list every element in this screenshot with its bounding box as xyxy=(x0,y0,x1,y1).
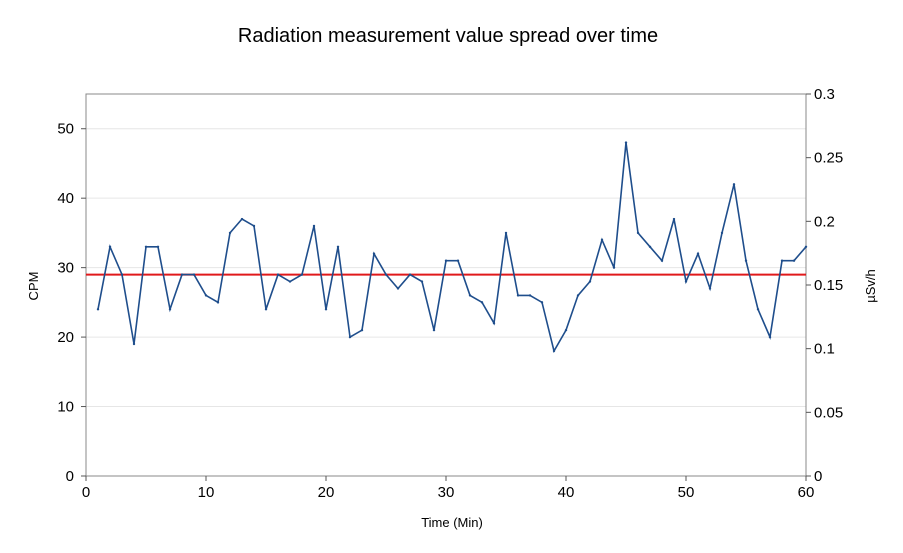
data-point xyxy=(204,294,208,297)
data-point xyxy=(516,294,520,297)
y2-tick-label: 0.05 xyxy=(814,404,843,421)
data-point xyxy=(744,259,748,262)
y-tick-label: 30 xyxy=(57,260,74,277)
data-point xyxy=(756,308,760,311)
y-tick-label: 0 xyxy=(66,468,74,485)
data-point xyxy=(276,273,280,276)
data-point xyxy=(768,335,772,339)
data-point xyxy=(336,245,340,248)
data-point xyxy=(468,294,472,297)
y-axis-label: CPM xyxy=(26,272,41,301)
data-point xyxy=(504,231,508,235)
data-point xyxy=(444,259,448,262)
plot-area xyxy=(85,93,807,477)
data-point xyxy=(696,252,700,255)
x-tick-label: 50 xyxy=(678,484,695,501)
x-tick-label: 0 xyxy=(82,484,90,501)
data-point xyxy=(96,308,100,311)
x-tick-label: 10 xyxy=(198,484,215,501)
data-point xyxy=(240,217,244,221)
data-point xyxy=(456,259,460,262)
data-point xyxy=(564,328,568,332)
y-tick-label: 10 xyxy=(57,399,74,416)
y2-tick-label: 0.2 xyxy=(814,213,835,230)
y2-tick-label: 0.3 xyxy=(814,86,835,103)
x-tick-label: 60 xyxy=(798,484,815,501)
data-point xyxy=(144,245,148,248)
x-tick-label: 30 xyxy=(438,484,455,501)
data-point xyxy=(648,245,652,248)
data-point xyxy=(216,301,220,304)
y-tick-label: 20 xyxy=(57,329,74,346)
data-point xyxy=(804,245,808,248)
data-point xyxy=(372,252,376,255)
left-y-axis: 0 10 20 30 40 50 xyxy=(57,121,86,485)
data-point xyxy=(732,183,736,186)
data-point xyxy=(252,224,256,228)
y2-tick-label: 0.1 xyxy=(814,341,835,358)
data-point xyxy=(300,273,304,276)
data-point xyxy=(156,245,160,248)
data-point xyxy=(360,328,364,332)
data-point xyxy=(432,328,436,332)
y2-tick-label: 0.25 xyxy=(814,150,843,167)
data-point xyxy=(600,238,604,242)
y-tick-label: 50 xyxy=(57,121,74,138)
data-point xyxy=(288,280,292,283)
data-point xyxy=(264,308,268,311)
data-point xyxy=(792,259,796,262)
data-point xyxy=(576,294,580,297)
data-point xyxy=(192,273,196,276)
y2-tick-label: 0.15 xyxy=(814,277,843,294)
data-point xyxy=(540,301,544,304)
x-tick-label: 20 xyxy=(318,484,335,501)
right-y-axis: 0 0.05 0.1 0.15 0.2 0.25 0.3 xyxy=(806,86,843,485)
data-point xyxy=(228,231,232,235)
series-line-cpm xyxy=(97,142,807,354)
data-point xyxy=(312,224,316,228)
data-point xyxy=(552,349,556,353)
data-point xyxy=(708,287,712,290)
data-point xyxy=(168,308,172,311)
data-point xyxy=(408,273,412,276)
data-point xyxy=(108,245,112,248)
data-points xyxy=(96,141,808,353)
chart-title: Radiation measurement value spread over … xyxy=(238,25,658,47)
y2-axis-label: µSv/h xyxy=(863,269,878,303)
data-point xyxy=(720,231,724,235)
x-tick-label: 40 xyxy=(558,484,575,501)
data-point xyxy=(132,342,136,346)
data-point xyxy=(528,294,532,297)
data-point xyxy=(672,217,676,221)
data-point xyxy=(420,280,424,283)
data-point xyxy=(180,273,184,276)
data-point xyxy=(396,287,400,290)
grid-lines xyxy=(86,128,806,408)
x-axis: 0 10 20 30 40 50 60 xyxy=(82,476,815,501)
data-point xyxy=(660,259,664,262)
data-point xyxy=(324,308,328,311)
data-point xyxy=(384,273,388,276)
data-point xyxy=(684,280,688,283)
data-point xyxy=(624,141,628,144)
data-point xyxy=(588,280,592,283)
data-point xyxy=(492,322,496,325)
data-point xyxy=(120,273,124,276)
x-axis-label: Time (Min) xyxy=(421,515,483,530)
y-tick-label: 40 xyxy=(57,190,74,207)
data-point xyxy=(612,266,616,269)
data-point xyxy=(780,259,784,262)
y2-tick-label: 0 xyxy=(814,468,822,485)
data-point xyxy=(480,301,484,304)
data-point xyxy=(348,335,352,339)
data-point xyxy=(636,231,640,235)
